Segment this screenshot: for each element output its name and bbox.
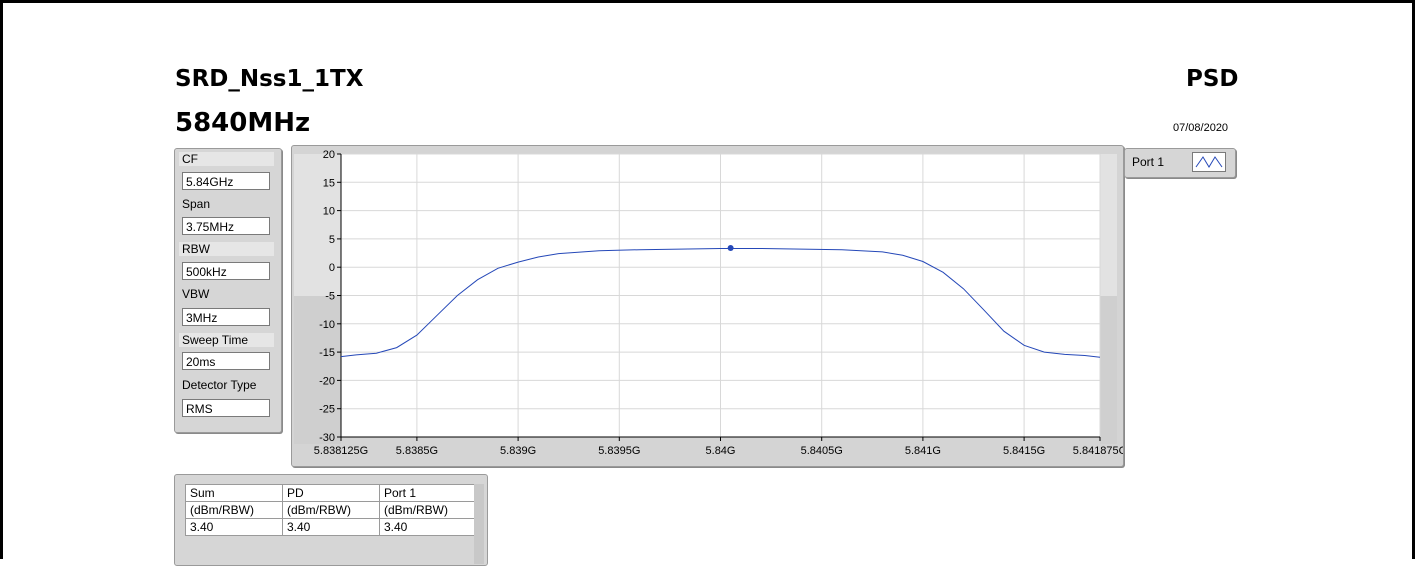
x-tick-label: 5.839G: [500, 445, 536, 457]
table-header-row: Sum PD Port 1: [185, 484, 477, 502]
legend: Port 1: [1124, 148, 1236, 178]
y-tick-label: -25: [319, 404, 335, 416]
param-label-span: Span: [182, 197, 211, 211]
x-tick-label: 5.841G: [905, 445, 941, 457]
param-label-sweep-time: Sweep Time: [179, 333, 274, 347]
x-tick-label: 5.8415G: [1003, 445, 1045, 457]
chart-y-axis-panel-lower: [294, 296, 341, 444]
param-label-detector-type: Detector Type: [182, 378, 257, 392]
y-tick-label: 0: [329, 262, 335, 274]
chart-scrollbar-thumb[interactable]: [1100, 296, 1117, 444]
param-value-cf[interactable]: 5.84GHz: [182, 172, 270, 190]
psd-chart: 20 15 10 5 0 -5 -10 -15 -20 -25 -30 5.838125G 5.838…: [294, 149, 1123, 457]
legend-label: Port 1: [1132, 155, 1165, 169]
table-header-cell: Sum: [185, 484, 283, 502]
trace-port-1: [340, 248, 1101, 358]
param-value-span[interactable]: 3.75MHz: [182, 217, 270, 235]
table-cell: 3.40: [282, 518, 380, 536]
x-tick-label: 5.8395G: [598, 445, 640, 457]
y-tick-label: -5: [325, 291, 335, 303]
table-unit-cell: (dBm/RBW): [185, 501, 283, 519]
summary-table: Sum PD Port 1 (dBm/RBW) (dBm/RBW) (dBm/R…: [185, 484, 477, 536]
y-tick-label: -20: [319, 375, 335, 387]
table-units-row: (dBm/RBW) (dBm/RBW) (dBm/RBW): [185, 501, 477, 519]
x-tick-label: 5.8385G: [396, 445, 438, 457]
param-value-vbw[interactable]: 3MHz: [182, 308, 270, 326]
table-header-cell: Port 1: [379, 484, 477, 502]
x-tick-label: 5.841875G: [1073, 445, 1123, 457]
param-label-cf: CF: [179, 152, 274, 166]
y-tick-label: -15: [319, 347, 335, 359]
param-value-sweep-time[interactable]: 20ms: [182, 352, 270, 370]
table-scrollbar[interactable]: [474, 484, 484, 564]
y-tick-label: 20: [323, 149, 335, 161]
y-tick-label: 5: [329, 234, 335, 246]
report-date: 07/08/2020: [1173, 122, 1229, 134]
y-tick-label: -10: [319, 319, 335, 331]
summary-table-panel: Sum PD Port 1 (dBm/RBW) (dBm/RBW) (dBm/R…: [174, 474, 488, 566]
table-cell: 3.40: [185, 518, 283, 536]
param-value-detector-type[interactable]: RMS: [182, 399, 270, 417]
param-value-rbw[interactable]: 500kHz: [182, 262, 270, 280]
x-tick-label: 5.84G: [706, 445, 736, 457]
line-plot-icon[interactable]: [1192, 152, 1226, 172]
peak-marker[interactable]: [727, 244, 734, 251]
table-unit-cell: (dBm/RBW): [379, 501, 477, 519]
x-tick-label: 5.838125G: [314, 445, 368, 457]
x-tick-label: 5.8405G: [801, 445, 843, 457]
y-tick-label: -30: [319, 432, 335, 444]
mode-title: PSD: [1186, 66, 1239, 92]
frequency-title: 5840MHz: [175, 108, 311, 138]
chart-panel: 20 15 10 5 0 -5 -10 -15 -20 -25 -30 5.838125G 5.838…: [291, 145, 1124, 467]
param-label-vbw: VBW: [182, 287, 210, 301]
y-tick-label: 15: [323, 177, 335, 189]
parameter-panel: CF 5.84GHz Span 3.75MHz RBW 500kHz VBW 3…: [174, 148, 282, 433]
table-unit-cell: (dBm/RBW): [282, 501, 380, 519]
report-title: SRD_Nss1_1TX: [175, 66, 364, 92]
table-header-cell: PD: [282, 484, 380, 502]
table-cell: 3.40: [379, 518, 477, 536]
y-tick-label: 10: [323, 206, 335, 218]
table-row: 3.40 3.40 3.40: [185, 518, 477, 536]
param-label-rbw: RBW: [179, 242, 274, 256]
